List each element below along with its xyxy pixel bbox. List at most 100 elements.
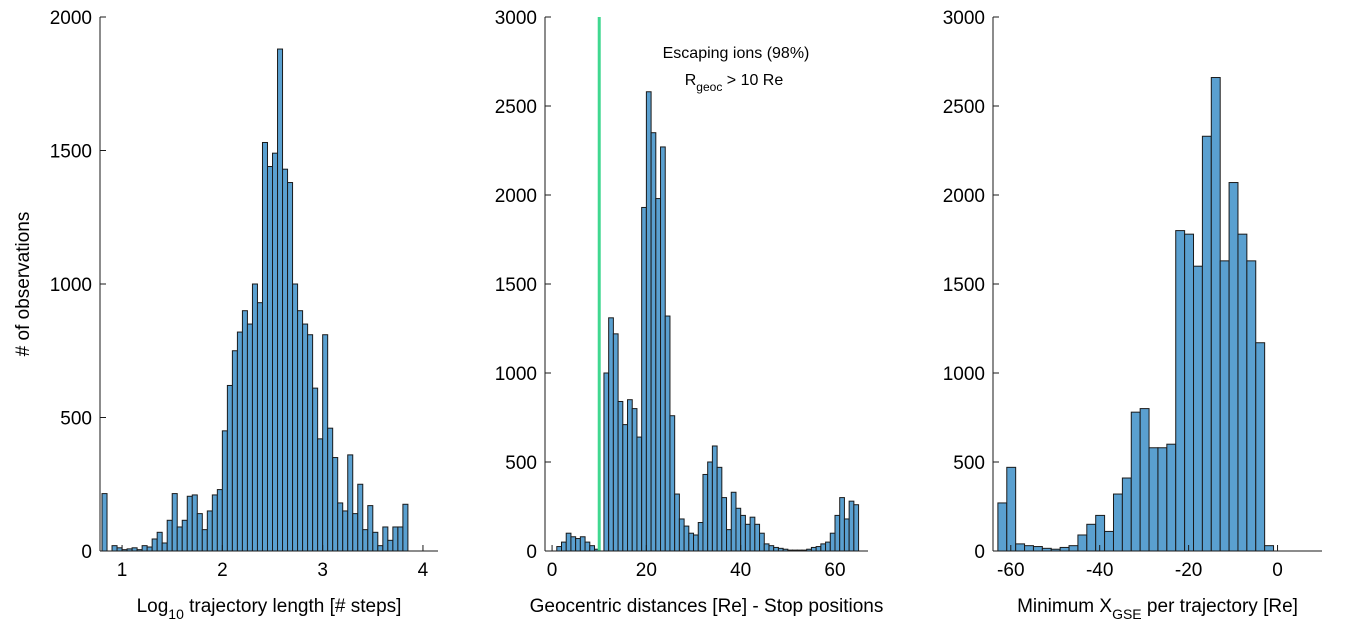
histogram-bar (773, 546, 779, 552)
histogram-bar (201, 529, 208, 552)
histogram-bar (246, 323, 253, 552)
histogram-bar (617, 400, 624, 552)
histogram-bar (312, 387, 319, 552)
histogram-bar (759, 532, 765, 552)
histogram-bar (1255, 342, 1266, 552)
y-tick-label: 3000 (943, 8, 985, 29)
histogram-bar (763, 543, 770, 552)
histogram-bar (282, 168, 289, 552)
annotation-radius-condition: Rgeoc > 10 Re (685, 72, 784, 94)
histogram-bar (1032, 546, 1043, 552)
y-tick-label: 1000 (50, 275, 92, 296)
histogram-bar (146, 546, 153, 552)
histogram-bar (702, 473, 709, 552)
histogram-bar (853, 504, 860, 552)
y-tick-label: 2000 (495, 186, 537, 207)
histogram-bar (697, 522, 704, 552)
y-tick-label: 2000 (50, 8, 92, 29)
histogram-bar (111, 545, 118, 552)
x-tick-label: 20 (636, 560, 657, 581)
y-tick-label: 500 (953, 453, 985, 474)
chart-panel-3: 0 500 1000 1500 2000 2500 3000 -60 -40 -20 0 Minimu… (943, 8, 1322, 622)
histogram-bar (181, 519, 188, 552)
histogram-bar (693, 534, 699, 552)
histogram-bar (196, 513, 203, 552)
histogram-bar (570, 536, 577, 552)
histogram-bar (1068, 545, 1079, 552)
histogram-bar (561, 541, 567, 552)
histogram-bar (843, 518, 850, 552)
y-tick-label: 1000 (495, 364, 537, 385)
histogram-bar (608, 317, 614, 552)
histogram-bar (754, 523, 761, 552)
histogram-bar (707, 461, 713, 552)
histogram-bar (1184, 233, 1195, 552)
x-axis-label-subscript: 10 (168, 606, 184, 622)
x-tick-label: 1 (117, 560, 128, 581)
histogram-bar (579, 536, 586, 552)
histogram-bar (997, 502, 1008, 552)
histogram-bar (664, 315, 671, 552)
histogram-bar (815, 546, 822, 552)
histogram-bar (740, 514, 746, 552)
histogram-bar (151, 538, 158, 552)
histogram-bar (1175, 230, 1186, 552)
histogram-bar (556, 546, 563, 552)
histogram-bar (768, 545, 775, 552)
histogram-bar (191, 494, 198, 552)
x-axis-label-rest: trajectory length [# steps] (184, 596, 402, 617)
histogram-bar (402, 503, 409, 552)
histogram-bar (206, 510, 213, 552)
y-axis-label: # of observations (13, 212, 34, 357)
histogram-bar (392, 526, 399, 552)
histogram-bar (367, 505, 374, 552)
histogram-bar (688, 532, 695, 552)
histogram-bar (683, 525, 690, 552)
histogram-bar (342, 510, 349, 552)
histogram-bar (603, 372, 610, 552)
histogram-bar (221, 430, 228, 552)
histogram-bar (322, 334, 329, 552)
histogram-bar (377, 545, 384, 552)
histogram-bar (211, 494, 218, 552)
y-tick-label: 2500 (495, 97, 537, 118)
histogram-bar (1006, 466, 1017, 552)
y-tick-label: 0 (81, 542, 92, 563)
histogram-bar (171, 493, 178, 552)
histogram-bar (726, 529, 732, 552)
histogram-bar (1086, 523, 1097, 552)
histogram-bar (1059, 546, 1070, 552)
y-tick-label: 2000 (943, 186, 985, 207)
histogram-bar (1130, 411, 1141, 552)
histogram-bar (241, 310, 248, 552)
histogram-bar (297, 310, 304, 552)
histogram-bar (1166, 443, 1177, 552)
chart-panel-1: 0 500 1000 1500 2000 1 2 3 4 Log10 trajectory len… (13, 8, 438, 622)
x-axis-label-main: Minimum X (1017, 596, 1112, 617)
histogram-bar (1201, 135, 1212, 552)
x-axis-label: Geocentric distances [Re] - Stop positio… (530, 596, 884, 617)
histogram-bar (834, 514, 841, 552)
y-tick-label: 1500 (495, 275, 537, 296)
histogram-bar (749, 516, 756, 552)
histogram-bar (848, 500, 855, 552)
y-tick-label: 1000 (943, 364, 985, 385)
histogram-bar (267, 166, 274, 552)
histogram-bar (612, 333, 619, 552)
histogram-bar (1193, 265, 1203, 552)
histogram-bar (231, 350, 238, 552)
histogram-bar (678, 518, 685, 552)
x-tick-label: 40 (730, 560, 751, 581)
histogram-bar (622, 424, 629, 552)
histogram-bar (256, 302, 263, 552)
histogram-bar (660, 146, 666, 552)
histogram-bar (650, 132, 657, 552)
histogram-bar (277, 48, 284, 552)
y-tick-label: 0 (974, 542, 985, 563)
x-tick-label: 0 (1272, 560, 1283, 581)
histogram-bar (1237, 233, 1248, 552)
histogram-bar (730, 491, 737, 552)
annotation-r: R (685, 72, 697, 89)
x-axis-label-subscript: GSE (1112, 606, 1142, 622)
